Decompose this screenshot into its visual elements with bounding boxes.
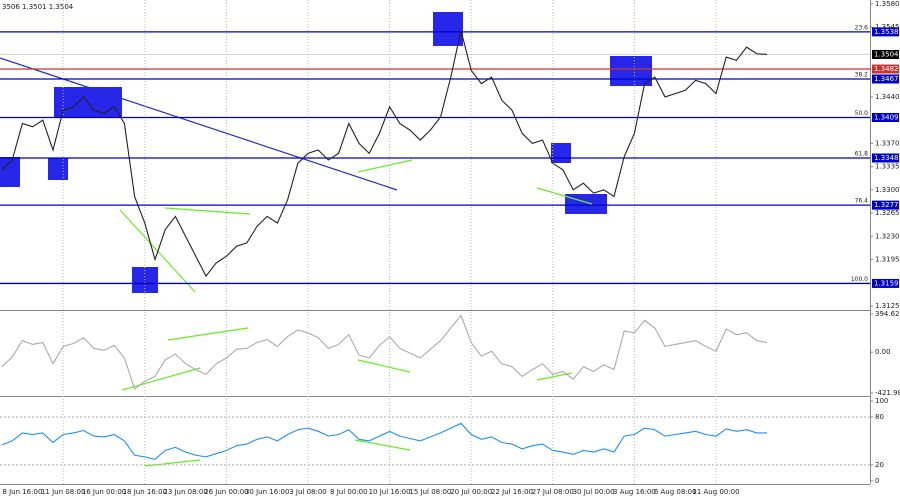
x-tick-label: 27 Jul 08:00 [532,488,574,496]
zone-box [565,194,607,214]
y-tick-label: 100 [875,397,888,405]
y-tick-label: 1.3545 [875,23,900,31]
price-tag-label: 1.3482 [874,65,899,73]
divergence-line [167,327,249,341]
zone-box [610,56,652,86]
price-tag [872,64,899,74]
y-tick-label: 1.3230 [875,232,900,240]
divergence-line [164,207,251,215]
divergence-line [536,187,593,205]
y-tick-label: 0.00 [875,348,891,356]
price-tag-label: 1.3159 [874,279,899,287]
y-tick-label: 1.3440 [875,93,900,101]
x-tick-label: 16 Jun 00:00 [82,488,126,496]
x-tick-label: 26 Jun 00:00 [204,488,248,496]
y-tick-label: 1.3580 [875,0,900,8]
chart-title: 3506 1.3501 1.3504 [2,3,74,11]
y-tick-label: 394.6289 [875,310,900,318]
x-tick-label: 22 Jul 16:00 [491,488,533,496]
fib-label: 38.2 [855,71,869,78]
price-tag-label: 1.3348 [874,154,899,162]
zone-box [551,143,571,163]
zone-box [0,157,20,187]
divergence-line [357,359,411,373]
price-tag-label: 1.3467 [874,75,899,83]
last-price-label: 1.3504 [874,50,899,58]
zone-box [48,158,68,180]
price-tag-label: 1.3277 [874,201,899,209]
price-tag [872,49,899,59]
divergence-line [144,459,201,467]
divergence-line [354,439,411,451]
x-tick-label: 30 Jul 00:00 [573,488,615,496]
fib-label: 76.4 [855,198,869,205]
zone-box [433,12,463,46]
price-line [1,314,768,390]
y-tick-label: 1.3300 [875,186,900,194]
price-tag [872,74,899,84]
x-tick-label: 18 Jun 16:00 [123,488,167,496]
price-line [1,422,767,460]
y-tick-label: 0 [875,477,879,485]
price-tag [872,153,899,163]
x-tick-label: 6 Aug 08:00 [654,488,697,496]
x-tick-label: 20 Jul 00:00 [450,488,492,496]
price-tag [872,112,899,122]
y-tick-label: 1.3265 [875,209,900,217]
x-tick-label: 23 Jun 08:00 [163,488,207,496]
y-tick-label: -421.987 [875,389,900,397]
price-tag [872,278,899,288]
x-tick-label: 3 Aug 16:00 [613,488,656,496]
x-tick-label: 10 Jul 16:00 [369,488,411,496]
price-tag [872,27,899,37]
y-tick-label: 20 [875,461,884,469]
y-tick-label: 80 [875,413,884,421]
x-tick-label: 3 Jul 08:00 [289,488,327,496]
fib-label: 23.6 [855,24,869,31]
price-tag [872,200,899,210]
divergence-line [357,159,413,173]
y-tick-label: 1.3335 [875,163,900,171]
x-tick-label: 11 Aug 00:00 [692,488,739,496]
fib-label: 50.0 [855,110,869,117]
price-tag-label: 1.3409 [874,113,899,121]
fib-label: 61.8 [855,150,869,157]
x-tick-label: 15 Jul 08:00 [409,488,451,496]
price-line [1,30,768,278]
x-tick-label: 8 Jun 16:00 [2,488,42,496]
trend-line [0,57,398,191]
y-tick-label: 1.3370 [875,139,900,147]
x-tick-label: 11 Jun 08:00 [41,488,85,496]
price-tag-label: 1.3538 [874,28,899,36]
x-tick-label: 8 Jul 00:00 [330,488,368,496]
fib-label: 100.0 [851,276,868,283]
y-tick-label: 1.3125 [875,302,900,310]
divergence-line [121,367,201,391]
y-tick-label: 1.3195 [875,256,900,264]
x-tick-label: 30 Jun 16:00 [245,488,289,496]
